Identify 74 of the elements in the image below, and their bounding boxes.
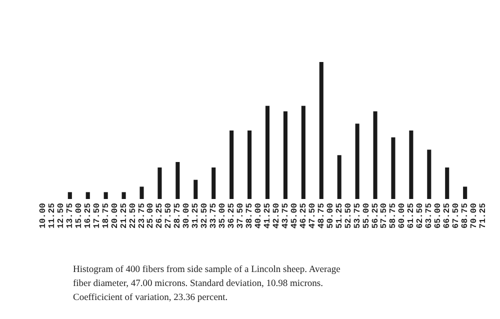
x-tick-label: 46.25 <box>298 203 308 229</box>
bar <box>301 106 306 199</box>
x-tick-label: 47.50 <box>307 203 318 229</box>
x-tick-label: 35.00 <box>218 203 228 229</box>
x-tick-label: 20.00 <box>110 203 120 229</box>
x-tick-label: 17.50 <box>92 203 102 229</box>
x-tick-label: 53.75 <box>352 203 362 229</box>
bar <box>68 192 72 199</box>
x-tick-label: 66.25 <box>442 203 452 229</box>
x-tick-label: 65.00 <box>433 203 444 229</box>
bar <box>391 137 396 199</box>
x-tick-label: 45.00 <box>289 203 300 229</box>
x-tick-label: 57.50 <box>379 203 390 229</box>
x-tick-label: 10.00 <box>38 203 48 229</box>
bar <box>355 124 360 199</box>
x-tick-label: 22.50 <box>128 203 138 229</box>
x-tick-label: 55.00 <box>361 203 372 229</box>
x-tick-label: 60.00 <box>397 203 408 229</box>
bar <box>176 162 180 199</box>
bar <box>427 150 432 199</box>
bar <box>86 192 90 199</box>
bar <box>265 106 270 199</box>
x-tick-label: 28.75 <box>172 203 183 229</box>
x-tick-label: 18.75 <box>100 203 111 229</box>
x-tick-label: 50.00 <box>325 203 336 229</box>
x-tick-label: 31.25 <box>190 203 201 229</box>
x-tick-label: 40.00 <box>254 203 264 229</box>
bar <box>319 62 324 199</box>
bar <box>337 155 342 199</box>
x-tick-label: 42.50 <box>271 203 282 229</box>
x-tick-label: 56.25 <box>370 203 380 229</box>
bar <box>463 186 468 199</box>
x-tick-label: 27.50 <box>164 203 174 229</box>
x-tick-label: 16.25 <box>82 203 93 229</box>
x-tick-label: 26.25 <box>154 203 165 229</box>
x-tick-label: 25.00 <box>146 203 156 229</box>
bar <box>373 111 378 199</box>
x-tick-label: 52.50 <box>343 203 354 229</box>
bar <box>283 111 288 199</box>
x-tick-label: 71.25 <box>478 203 488 229</box>
bar <box>445 167 450 199</box>
bar <box>194 180 198 199</box>
text: Histogram of 400 fibers from side sample of a Lincoln sheep. Average fiber diameter, 47.00 microns. Standard deviation, 10.98 microns. Coefficicient of variation, 23.36 percent. <box>73 265 340 303</box>
x-tick-label: 12.50 <box>56 203 66 229</box>
bar <box>140 186 144 199</box>
bar <box>248 130 252 199</box>
x-tick-label: 21.25 <box>118 203 129 229</box>
x-tick-label: 30.00 <box>182 203 192 229</box>
x-tick-label: 48.75 <box>316 203 326 229</box>
bar <box>230 130 234 199</box>
x-tick-label: 51.25 <box>334 203 344 229</box>
x-tick-label: 32.50 <box>200 203 210 229</box>
x-tick-label: 63.75 <box>424 203 434 229</box>
x-tick-label: 61.25 <box>406 203 416 229</box>
bar <box>409 130 414 199</box>
x-tick-label: 13.75 <box>64 203 75 229</box>
x-tick-label: 70.00 <box>469 203 480 229</box>
x-tick-label: 11.25 <box>46 203 57 229</box>
x-tick-label: 38.75 <box>244 203 255 229</box>
x-tick-label: 62.50 <box>415 203 426 229</box>
bar <box>212 167 216 199</box>
x-tick-label: 37.50 <box>236 203 246 229</box>
bar <box>122 192 126 199</box>
bar <box>104 192 108 199</box>
x-tick-label: 15.00 <box>74 203 84 229</box>
x-tick-label: 68.75 <box>460 203 470 229</box>
x-tick-label: 67.50 <box>451 203 462 229</box>
x-tick-label: 41.25 <box>262 203 272 229</box>
x-tick-label: 58.75 <box>388 203 398 229</box>
x-tick-label: 36.25 <box>226 203 237 229</box>
x-tick-label: 33.75 <box>208 203 219 229</box>
bar <box>158 167 162 199</box>
x-tick-label: 43.75 <box>280 203 290 229</box>
x-tick-label: 23.75 <box>136 203 147 229</box>
